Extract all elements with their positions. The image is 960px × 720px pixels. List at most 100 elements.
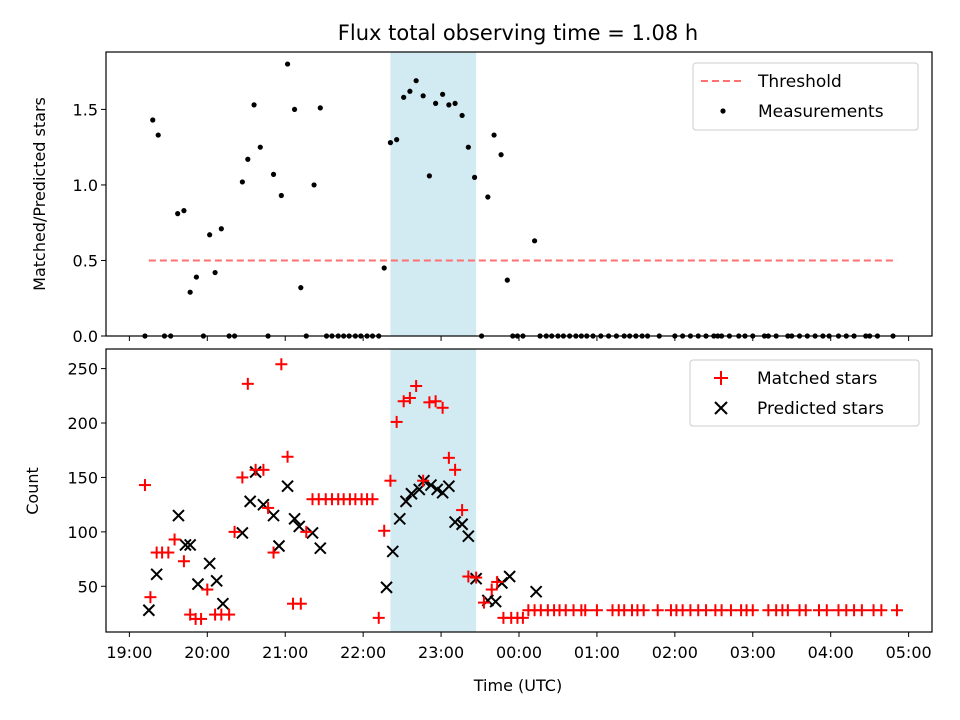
measurement-point: [175, 211, 181, 217]
measurement-point: [284, 61, 291, 67]
legend-measurements-label: Measurements: [758, 102, 884, 122]
matched-star-marker: [449, 463, 462, 476]
predicted-star-marker: [172, 509, 185, 522]
measurement-point: [504, 277, 510, 283]
measurement-point: [446, 102, 452, 108]
matched-star-marker: [417, 474, 430, 487]
predicted-star-marker: [399, 495, 413, 508]
predicted-star-marker: [405, 487, 418, 500]
matched-star-marker: [144, 591, 157, 604]
matched-star-marker: [651, 604, 664, 617]
measurement-point: [193, 274, 199, 280]
predicted-star-marker: [183, 538, 197, 552]
measurement-point: [498, 152, 504, 158]
matched-star-marker: [223, 608, 236, 621]
measurement-point: [155, 132, 161, 138]
predicted-star-marker: [306, 526, 319, 540]
matched-star-marker: [462, 570, 475, 583]
matched-star-marker: [442, 451, 455, 464]
measurement-point: [218, 226, 224, 232]
matched-star-marker: [177, 555, 190, 568]
matched-star-marker: [262, 501, 275, 514]
measurement-point: [433, 100, 439, 106]
matched-star-marker: [516, 611, 529, 624]
matched-star-marker: [436, 401, 449, 414]
predicted-star-marker: [142, 604, 156, 617]
xtick-label: 23:00: [418, 643, 464, 662]
measurement-point: [291, 106, 298, 113]
measurement-point: [459, 112, 465, 119]
predicted-star-marker: [448, 515, 462, 529]
matched-star-marker: [781, 604, 794, 617]
predicted-star-marker: [380, 581, 393, 594]
predicted-star-marker: [281, 479, 294, 493]
measurement-point: [257, 144, 263, 150]
bottom-legend-box: [689, 359, 920, 427]
legend-matched-label: Matched stars: [757, 369, 877, 389]
matched-star-marker: [267, 546, 280, 559]
xtick-label: 04:00: [808, 643, 854, 662]
matched-star-marker: [410, 380, 423, 393]
legend-threshold-label: Threshold: [757, 72, 842, 92]
measurement-point: [401, 94, 407, 100]
matched-star-marker: [372, 611, 385, 624]
matched-star-marker: [236, 471, 249, 484]
matched-star-marker: [429, 395, 442, 408]
legend-predicted-label: Predicted stars: [757, 399, 884, 419]
predicted-star-marker: [293, 520, 306, 533]
measurement-point: [426, 173, 432, 179]
xtick-label: 20:00: [184, 643, 230, 662]
measurement-point: [471, 174, 478, 180]
predicted-star-marker: [191, 577, 205, 591]
measurement-point: [239, 179, 245, 185]
measurement-point: [150, 117, 156, 123]
xtick-label: 00:00: [496, 643, 542, 662]
top-legend: Threshold Measurements: [692, 62, 919, 131]
matched-star-marker: [294, 597, 307, 610]
matched-star-marker: [397, 395, 410, 408]
predicted-star-marker: [462, 530, 475, 543]
predicted-star-marker: [529, 585, 543, 598]
predicted-star-marker: [455, 518, 469, 531]
legend-matched-swatch: [714, 371, 728, 385]
predicted-star-marker: [386, 545, 399, 558]
measurement-point: [212, 269, 218, 276]
measurement-point: [420, 93, 426, 99]
measurement-point: [298, 285, 304, 291]
matched-star-marker: [403, 391, 416, 404]
measurement-point: [187, 289, 193, 295]
measurement-point: [407, 88, 413, 94]
bottom-ytick-label: 150: [67, 468, 98, 487]
bottom-ytick-label: 50: [78, 577, 98, 596]
bottom-legend: Matched stars Predicted stars: [689, 359, 920, 427]
matched-star-marker: [855, 604, 868, 617]
xtick-label: 19:00: [106, 643, 152, 662]
measurement-point: [245, 156, 251, 162]
matched-star-marker: [366, 493, 379, 506]
matched-star-marker: [384, 474, 397, 487]
xtick-label: 05:00: [886, 643, 932, 662]
top-axes-frame: [105, 51, 933, 337]
matched-star-marker: [195, 612, 208, 625]
measurement-point: [465, 144, 471, 150]
predicted-star-marker: [288, 512, 301, 526]
measurement-point: [452, 100, 458, 106]
measurement-point: [440, 91, 446, 97]
measurement-point: [381, 265, 387, 271]
legend-measurements-swatch: [720, 108, 726, 114]
matched-star-marker: [890, 604, 903, 617]
matched-star-marker: [300, 525, 313, 538]
legend-predicted-swatch: [714, 401, 728, 415]
measurement-point: [531, 238, 538, 244]
predicted-star-marker: [503, 570, 516, 583]
matched-star-marker: [241, 377, 254, 390]
measurement-point: [251, 102, 257, 108]
matched-star-marker: [491, 575, 504, 588]
measurement-point: [270, 171, 277, 177]
measurement-point: [413, 78, 419, 84]
matched-star-marker: [390, 415, 403, 428]
predicted-star-marker: [236, 526, 249, 540]
matched-star-marker: [724, 604, 737, 617]
bottom-ytick-label: 200: [67, 414, 98, 433]
top-panel: 0.0 0.5 1.0 1.5 Matched/Predicted stars Thr…: [30, 51, 933, 346]
